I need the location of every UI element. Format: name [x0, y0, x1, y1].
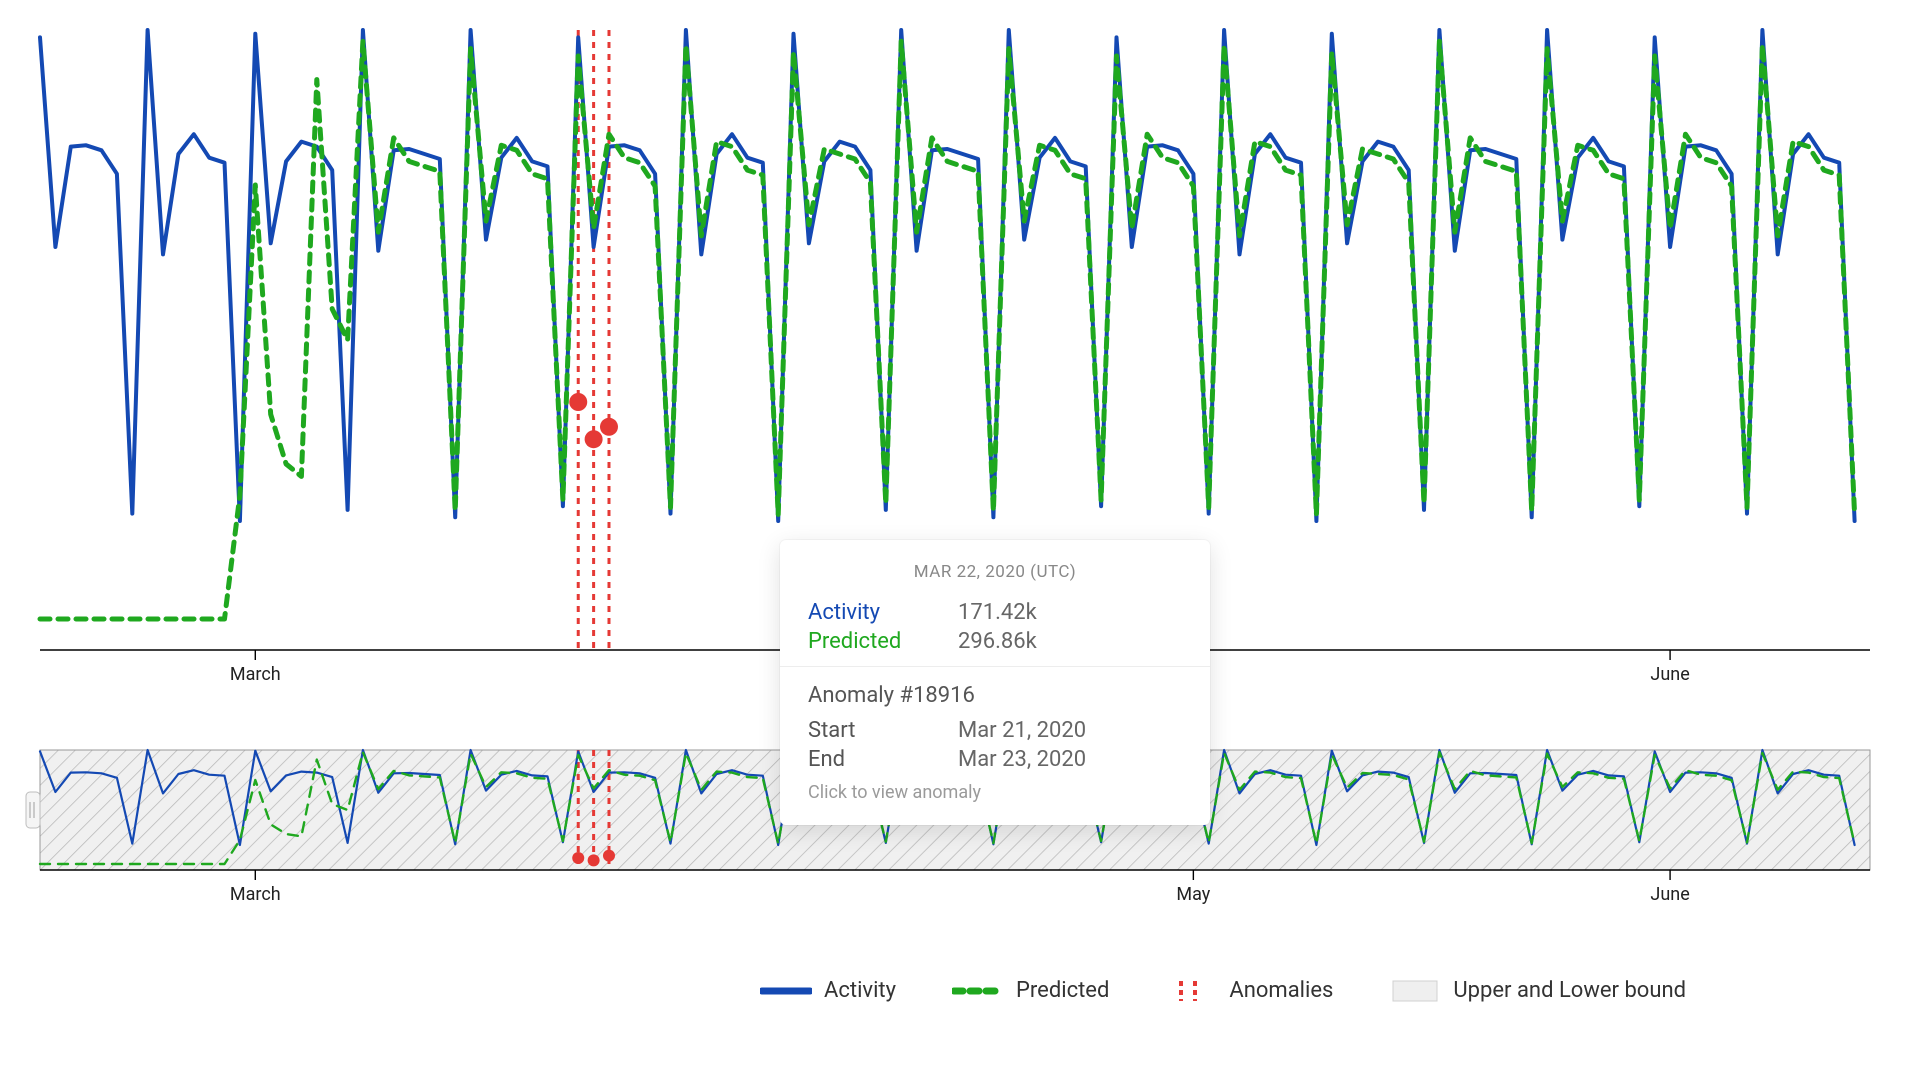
predicted-series	[40, 41, 1855, 619]
tooltip-footer: Click to view anomaly	[808, 782, 1182, 803]
chart-container: MarchMayJune MarchMayJune MAR 22, 2020 (…	[0, 0, 1910, 1066]
tooltip-end-value: Mar 23, 2020	[958, 747, 1086, 772]
anomaly-marker[interactable]	[600, 418, 618, 436]
legend-swatch	[1165, 982, 1217, 1000]
legend-item: Upper and Lower bound	[1389, 978, 1686, 1003]
legend-swatch	[952, 982, 1004, 1000]
activity-series	[40, 30, 1855, 521]
anomaly-marker[interactable]	[569, 393, 587, 411]
tooltip-activity-label: Activity	[808, 600, 928, 625]
legend-label: Predicted	[1016, 978, 1109, 1003]
tooltip-start-label: Start	[808, 718, 928, 743]
legend-label: Activity	[824, 978, 896, 1003]
tooltip-activity-value: 171.42k	[958, 600, 1037, 625]
legend-swatch	[760, 982, 812, 1000]
legend-label: Upper and Lower bound	[1453, 978, 1686, 1003]
brush-handle-left[interactable]	[26, 792, 40, 828]
legend-item: Anomalies	[1165, 978, 1333, 1003]
anomaly-marker[interactable]	[572, 852, 584, 864]
hover-tooltip[interactable]: MAR 22, 2020 (UTC) Activity 171.42k Pred…	[780, 540, 1210, 825]
x-axis-tick-label: March	[230, 664, 281, 685]
anomaly-marker[interactable]	[603, 850, 615, 862]
tooltip-date: MAR 22, 2020 (UTC)	[808, 562, 1182, 582]
x-axis-tick-label: June	[1650, 664, 1689, 685]
tooltip-predicted-label: Predicted	[808, 629, 928, 654]
legend-swatch	[1389, 982, 1441, 1000]
x-axis-tick-label: March	[230, 884, 281, 905]
tooltip-start-value: Mar 21, 2020	[958, 718, 1086, 743]
tooltip-predicted-value: 296.86k	[958, 629, 1037, 654]
anomaly-marker[interactable]	[585, 430, 603, 448]
tooltip-anomaly-title: Anomaly #18916	[808, 683, 1182, 708]
legend-label: Anomalies	[1229, 978, 1333, 1003]
x-axis-tick-label: May	[1176, 884, 1210, 905]
legend-item: Predicted	[952, 978, 1109, 1003]
x-axis-tick-label: June	[1650, 884, 1689, 905]
anomaly-marker[interactable]	[588, 854, 600, 866]
tooltip-end-label: End	[808, 747, 928, 772]
legend-item: Activity	[760, 978, 896, 1003]
legend: Activity Predicted Anomalies Upper and Lowe…	[760, 978, 1686, 1003]
